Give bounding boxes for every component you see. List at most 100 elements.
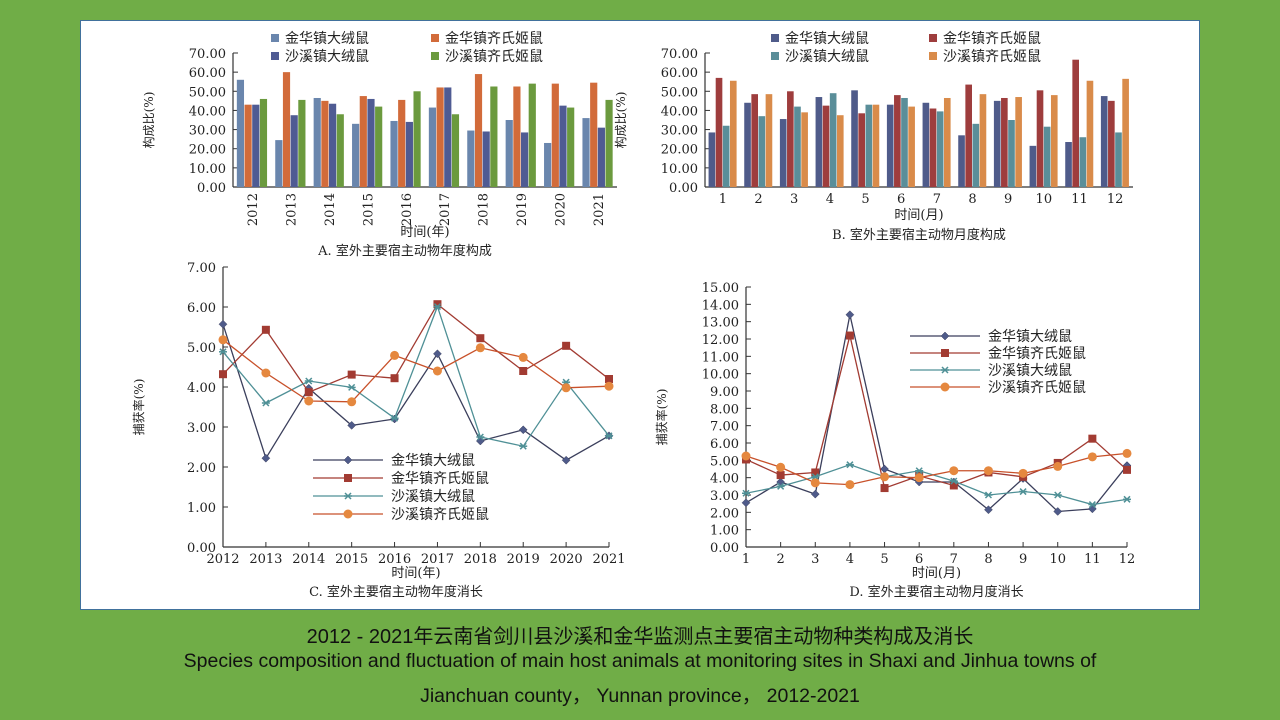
bar [244,104,252,187]
legend-item: 金华镇齐氏姬鼠 [910,346,1086,362]
legend-label: 金华镇齐氏姬鼠 [988,346,1086,362]
legend-label: 沙溪镇齐氏姬鼠 [391,507,489,523]
data-point [347,421,357,430]
x-tick-label: 2019 [515,193,530,226]
y-tick-label: 0.00 [710,541,739,556]
y-tick-label: 60.00 [661,66,698,81]
data-point [741,498,751,508]
y-tick-label: 7.00 [710,420,739,435]
data-point [433,303,442,311]
caption-chinese: 2012 - 2021年云南省剑川县沙溪和金华监测点主要宿主动物种类构成及消长 [306,626,974,648]
legend-swatch [431,52,439,60]
data-point [219,348,227,356]
bar [1015,97,1022,187]
bar [490,86,498,187]
bar [474,74,483,187]
bar [352,123,360,187]
data-point [562,341,571,350]
x-tick-label: 9 [1019,552,1027,567]
legend-label: 沙溪镇大绒鼠 [285,49,369,65]
bar [865,104,873,187]
y-tick-label: 40.00 [661,104,698,119]
bar [567,107,575,187]
legend-label: 金华镇大绒鼠 [285,31,369,47]
figure-panel: 0.00 10.00 20.00 30.00 40.00 50.00 60.00 70.00 构… [80,20,1200,610]
data-point [776,477,785,487]
legend-label: 金华镇齐氏姬鼠 [391,471,489,487]
series-line [222,303,610,394]
chart-d: 0.00 1.00 2.00 3.00 4.00 5.00 6.00 7.00 8.00 9.00… [654,281,1135,600]
data-point [1019,488,1028,496]
data-point [261,399,270,407]
y-tick-label: 0.00 [187,541,216,556]
data-point [1088,434,1097,443]
legend-label: 沙溪镇大绒鼠 [988,363,1072,379]
bar [390,120,398,187]
data-point [304,396,314,406]
y-tick-label: 70.00 [189,47,226,62]
bar [751,94,758,187]
y-tick-label: 4.00 [187,381,216,396]
chart-c: 0.00 1.00 2.00 3.00 4.00 5.00 6.00 7.00 捕获率(%) 20… [131,261,626,600]
legend-label: 沙溪镇大绒鼠 [391,489,475,505]
legend-item: 金华镇大绒鼠 [910,329,1072,345]
legend-swatch [271,34,279,42]
series-line [222,324,610,461]
data-point [742,489,750,497]
bar [428,107,437,187]
bar [794,106,801,187]
bar [1100,96,1108,187]
data-point [433,349,442,359]
legend-swatch [431,34,439,42]
bar [758,116,766,187]
x-tick-label: 2 [754,192,762,207]
data-point [304,388,313,397]
y-tick-label: 13.00 [702,316,739,331]
bar [298,99,306,187]
data-point [1123,465,1131,474]
x-axis-label: 时间(年) [391,566,440,581]
x-tick-label: 7 [933,192,941,207]
y-axis-label: 捕获率(%) [654,389,669,446]
bar [943,97,951,187]
bar [1072,59,1079,188]
bar [1008,120,1015,187]
x-tick-label: 5 [861,192,869,207]
series-line [222,339,610,403]
data-point [776,482,785,490]
legend-marker [343,509,353,519]
series-line [745,335,1128,489]
bar [744,102,751,187]
data-point [915,467,924,475]
data-point [519,367,528,375]
bar [559,105,567,187]
legend-item: 沙溪镇大绒鼠 [313,489,475,505]
data-point [811,473,820,481]
x-tick-label: 7 [950,552,958,567]
legend-label: 金华镇齐氏姬鼠 [445,31,543,47]
bar [236,79,245,187]
y-tick-label: 3.00 [710,489,739,504]
data-point [1053,491,1062,499]
y-tick-label: 9.00 [710,385,739,400]
data-point [347,370,356,379]
data-point [347,383,356,391]
x-tick-label: 3 [811,552,819,567]
data-point [880,472,890,482]
y-tick-label: 0.00 [197,181,226,196]
series-line [222,304,610,447]
legend-swatch [771,34,779,42]
legend-item: 沙溪镇齐氏姬鼠 [431,49,543,65]
data-point [880,484,889,493]
bar [993,100,1001,187]
y-tick-label: 10.00 [189,162,226,177]
chart-title: A. 室外主要宿主动物年度构成 [317,243,492,259]
legend-item: 金华镇齐氏姬鼠 [431,31,543,47]
y-tick-label: 12.00 [702,333,739,348]
x-tick-label: 10 [1049,552,1066,567]
data-point [949,481,958,490]
chart-b: 0.00 10.00 20.00 30.00 40.00 50.00 60.00 70.00 构… [613,31,1133,243]
x-tick-label: 2012 [246,193,261,226]
legend-item: 沙溪镇齐氏姬鼠 [910,380,1086,396]
bar [708,132,716,187]
